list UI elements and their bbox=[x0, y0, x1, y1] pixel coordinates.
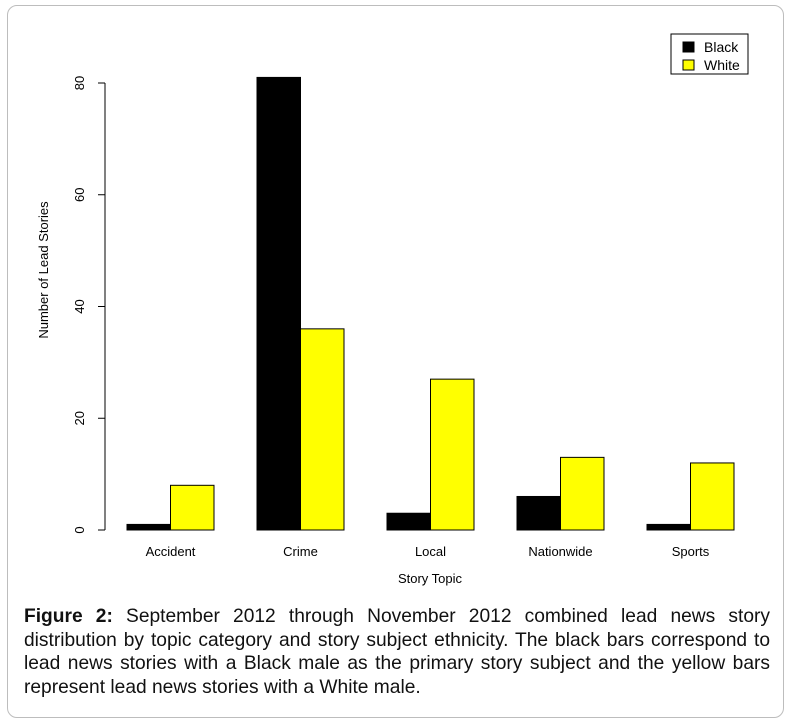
bar-black-local bbox=[386, 512, 431, 531]
y-axis-label: Number of Lead Stories bbox=[36, 201, 51, 339]
legend-label-black: Black bbox=[704, 39, 739, 55]
legend-swatch-white bbox=[682, 59, 695, 71]
caption-text: September 2012 through November 2012 com… bbox=[24, 606, 770, 698]
x-axis: Accident Crime Local Nationwide Sports bbox=[146, 544, 710, 559]
bars-group bbox=[126, 76, 735, 531]
y-tick-label: 40 bbox=[72, 299, 87, 313]
y-tick-label: 20 bbox=[72, 411, 87, 425]
bar-black-crime bbox=[256, 76, 301, 531]
bar-white-sports bbox=[690, 462, 735, 531]
figure-caption: Figure 2: September 2012 through Novembe… bbox=[24, 605, 770, 699]
y-tick-label: 60 bbox=[72, 188, 87, 202]
bar-white-nationwide bbox=[560, 456, 605, 531]
x-tick-label-accident: Accident bbox=[146, 544, 196, 559]
legend: Black White bbox=[670, 33, 749, 75]
y-tick-label: 80 bbox=[72, 76, 87, 90]
caption-label: Figure 2: bbox=[24, 606, 113, 627]
x-tick-label-local: Local bbox=[415, 544, 446, 559]
y-axis: 0 20 40 60 80 bbox=[72, 76, 106, 534]
bar-white-crime bbox=[300, 328, 345, 531]
bar-chart: 0 20 40 60 80 Accident Crime Local Nationwide Sp… bbox=[36, 33, 749, 586]
legend-label-white: White bbox=[704, 57, 740, 73]
x-tick-label-crime: Crime bbox=[283, 544, 318, 559]
bar-black-nationwide bbox=[516, 495, 561, 531]
y-tick-label: 0 bbox=[72, 526, 87, 533]
bar-white-accident bbox=[170, 484, 215, 531]
bar-black-accident bbox=[126, 523, 171, 531]
figure-frame bbox=[7, 5, 784, 718]
bar-black-sports bbox=[646, 523, 691, 531]
legend-swatch-black bbox=[682, 41, 695, 53]
x-tick-label-nationwide: Nationwide bbox=[528, 544, 592, 559]
bar-white-local bbox=[430, 378, 475, 531]
x-tick-label-sports: Sports bbox=[672, 544, 710, 559]
x-axis-label: Story Topic bbox=[398, 571, 463, 586]
